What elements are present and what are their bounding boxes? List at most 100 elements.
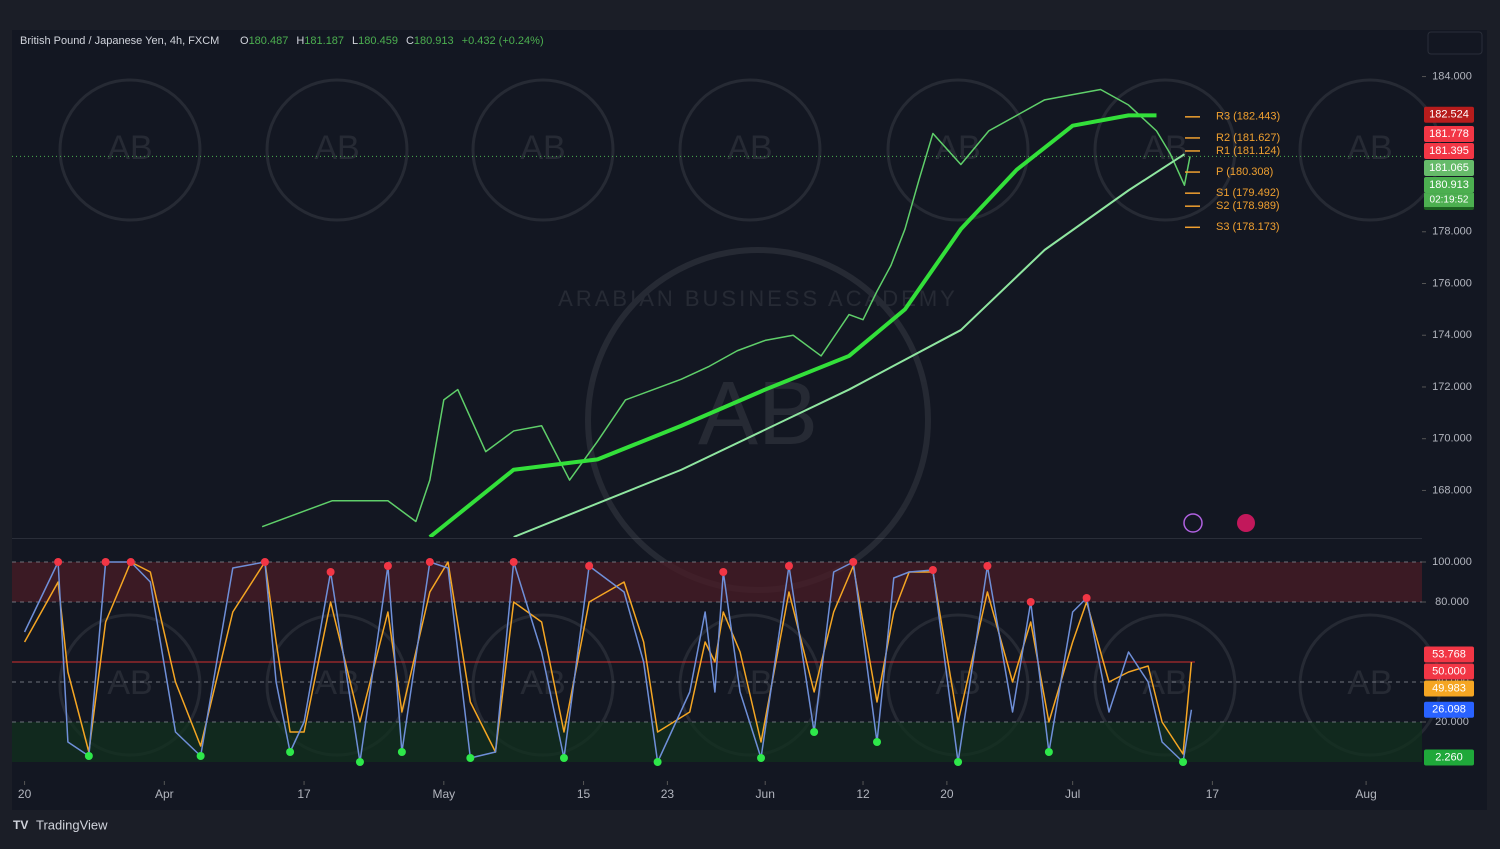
y-tick-label: 176.000 [1432,277,1472,289]
y-tick-label: 80.000 [1435,596,1469,608]
signal-dot [126,558,135,566]
price-badge-label: 50.000 [1432,665,1466,677]
signal-dot [260,558,269,566]
series-line [428,113,1157,537]
y-tick-label: 184.000 [1432,70,1472,82]
series-line [513,153,1185,537]
price-badge [1424,701,1474,718]
event-icon[interactable] [1183,513,1203,533]
price-badge [1424,126,1474,143]
y-tick-label: 20.000 [1435,716,1469,728]
ohlc-value: 180.913 [414,35,454,47]
pivot-label: P (180.308) [1216,166,1273,178]
signal-dot [653,758,662,766]
signal-dot [286,748,295,756]
x-tick-label: 12 [856,787,870,801]
price-badge [1424,160,1474,177]
signal-dot [466,754,475,762]
y-tick-label: 168.000 [1432,484,1472,496]
price-badge [1424,177,1474,194]
watermark-ring [678,78,822,222]
signal-dot [509,558,518,566]
price-badge-label: 53.768 [1432,648,1466,660]
signal-dot [873,738,882,746]
pivot-label: S1 (179.492) [1216,187,1280,199]
signal-dot [784,562,793,570]
y-tick-label: 172.000 [1432,381,1472,393]
signal-dot [1026,598,1035,606]
watermark-ring [1093,78,1237,222]
watermark: AB ARABIAN BUSINESS ACADEMY AB AB AB AB AB AB… [58,78,1442,757]
scale-button[interactable] [1427,31,1483,55]
watermark-initials: AB [314,664,359,702]
y-tick-label: 174.000 [1432,329,1472,341]
flag-icon[interactable] [1237,514,1255,532]
series-line [261,88,1191,528]
x-tick-label: Jun [756,787,775,801]
price-badge [1424,749,1474,766]
y-tick-label: 100.000 [1432,556,1472,568]
signal-dot [84,752,93,760]
signal-dot [355,758,364,766]
pane [12,88,1422,537]
signal-dot [326,568,335,576]
x-tick-label: 20 [18,787,32,801]
countdown: 02:19:52 [1430,195,1469,206]
footer-brand: TradingView [36,817,108,832]
x-tick-label: 20 [940,787,954,801]
price-badge-label: 181.065 [1429,162,1469,174]
y-tick-label: 170.000 [1432,433,1472,445]
series-line [23,561,1193,755]
signal-dot [383,562,392,570]
ohlc-label: L [352,35,358,47]
series-line [23,561,1193,763]
price-badge [1424,680,1474,697]
signal-dot [1044,748,1053,756]
chart-background [12,30,1487,810]
price-badge-label: 49.983 [1432,682,1466,694]
watermark-initials: AB [520,129,565,167]
watermark-initials: AB [107,129,152,167]
watermark-ring [886,78,1030,222]
change: +0.432 (+0.24%) [462,35,544,47]
price-badge-label: 181.778 [1429,128,1469,140]
band [12,562,1422,602]
brand-logo: TV [13,818,28,832]
pivot-label: S2 (178.989) [1216,200,1280,212]
price-badge [1424,143,1474,160]
x-tick-label: 17 [1206,787,1220,801]
countdown-badge [1424,193,1474,208]
band [12,722,1422,762]
signal-dot [425,558,434,566]
signal-dot [585,562,594,570]
price-badge-label: 182.524 [1429,109,1469,121]
x-tick-label: May [432,787,455,801]
price-badge [1424,106,1474,123]
signal-dot [757,754,766,762]
signal-dot [928,566,937,574]
ohlc-label: C [406,35,414,47]
watermark-ring [471,78,615,222]
price-badge [1424,646,1474,663]
price-badge-label: 181.395 [1429,145,1469,157]
pivot-label: R1 (181.124) [1216,145,1280,157]
x-tick-label: Jul [1065,787,1080,801]
x-tick-label: 17 [297,787,311,801]
x-tick-label: Aug [1355,787,1376,801]
watermark-initials: AB [1347,664,1392,702]
ohlc-label: H [296,35,304,47]
ohlc-label: O [240,35,249,47]
price-badge-label: 2.260 [1435,751,1463,763]
ohlc-value: 180.487 [249,35,289,47]
signal-dot [1179,758,1188,766]
pivot-label: S3 (178.173) [1216,221,1280,233]
watermark-initials: AB [107,664,152,702]
watermark-initials: AB [727,129,772,167]
ohlc-value: 180.459 [358,35,398,47]
signal-dot [101,558,110,566]
watermark-initials: AB [1347,129,1392,167]
signal-dot [196,752,205,760]
watermark-initials: AB [935,664,980,702]
pivot-label: R2 (181.627) [1216,132,1280,144]
